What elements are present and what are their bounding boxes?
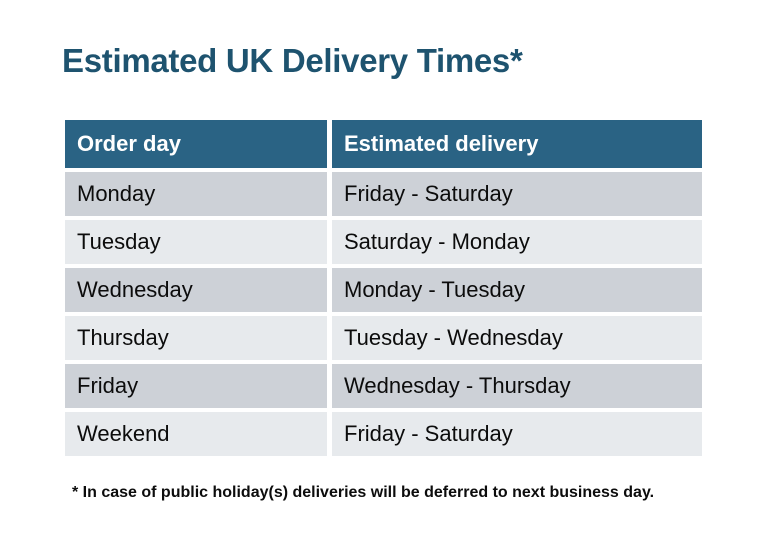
order-day-cell-monday: Monday: [65, 172, 327, 216]
delivery-cell-friday: Wednesday - Thursday: [332, 364, 702, 408]
footnote: * In case of public holiday(s) deliverie…: [72, 484, 655, 501]
column-header-order-day: Order day: [65, 120, 327, 168]
delivery-cell-weekend: Friday - Saturday: [332, 412, 702, 456]
order-day-cell-friday: Friday: [65, 364, 327, 408]
order-day-cell-thursday: Thursday: [65, 316, 327, 360]
order-day-cell-wednesday: Wednesday: [65, 268, 327, 312]
delivery-cell-wednesday: Monday - Tuesday: [332, 268, 702, 312]
delivery-cell-thursday: Tuesday - Wednesday: [332, 316, 702, 360]
column-header-estimated-delivery: Estimated delivery: [332, 120, 702, 168]
order-day-cell-weekend: Weekend: [65, 412, 327, 456]
delivery-cell-tuesday: Saturday - Monday: [332, 220, 702, 264]
order-day-cell-tuesday: Tuesday: [65, 220, 327, 264]
page-title: Estimated UK Delivery Times*: [62, 42, 523, 79]
delivery-cell-monday: Friday - Saturday: [332, 172, 702, 216]
delivery-times-table: Order day Estimated delivery Monday Frid…: [65, 120, 702, 456]
